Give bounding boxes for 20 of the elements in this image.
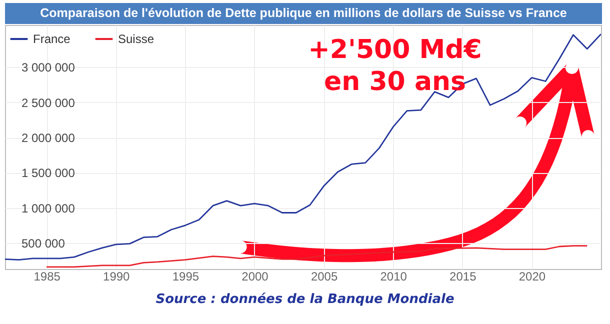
y-tick-label: 1 000 000: [22, 201, 76, 216]
y-tick-label: 1 500 000: [22, 166, 76, 180]
x-tick-label: 1990: [103, 270, 130, 284]
chart-title: Comparaison de l'évolution de Dette publique en millions de dollars de Suisse vs France: [5, 3, 602, 24]
x-tick-label: 1985: [34, 270, 61, 284]
y-tick-label: 2 000 000: [22, 131, 76, 146]
legend-label: Suisse: [118, 32, 154, 46]
x-tick-label: 2005: [310, 270, 338, 284]
y-tick-label: 500 000: [22, 236, 66, 250]
x-tick-label: 2020: [518, 270, 546, 284]
annotation: +2'500 Md€ en 30 ans: [307, 34, 483, 98]
x-tick-label: 2015: [450, 270, 477, 284]
legend-label: France: [33, 32, 71, 46]
source-note: Source : données de la Banque Mondiale: [154, 292, 456, 307]
x-tick-label: 2000: [242, 270, 269, 284]
x-tick-label: 1995: [172, 270, 200, 284]
y-tick-label: 2 500 000: [22, 96, 76, 110]
x-tick-label: 2010: [380, 270, 408, 284]
y-tick-label: 3 000 000: [22, 60, 76, 75]
line-series: [5, 33, 601, 261]
